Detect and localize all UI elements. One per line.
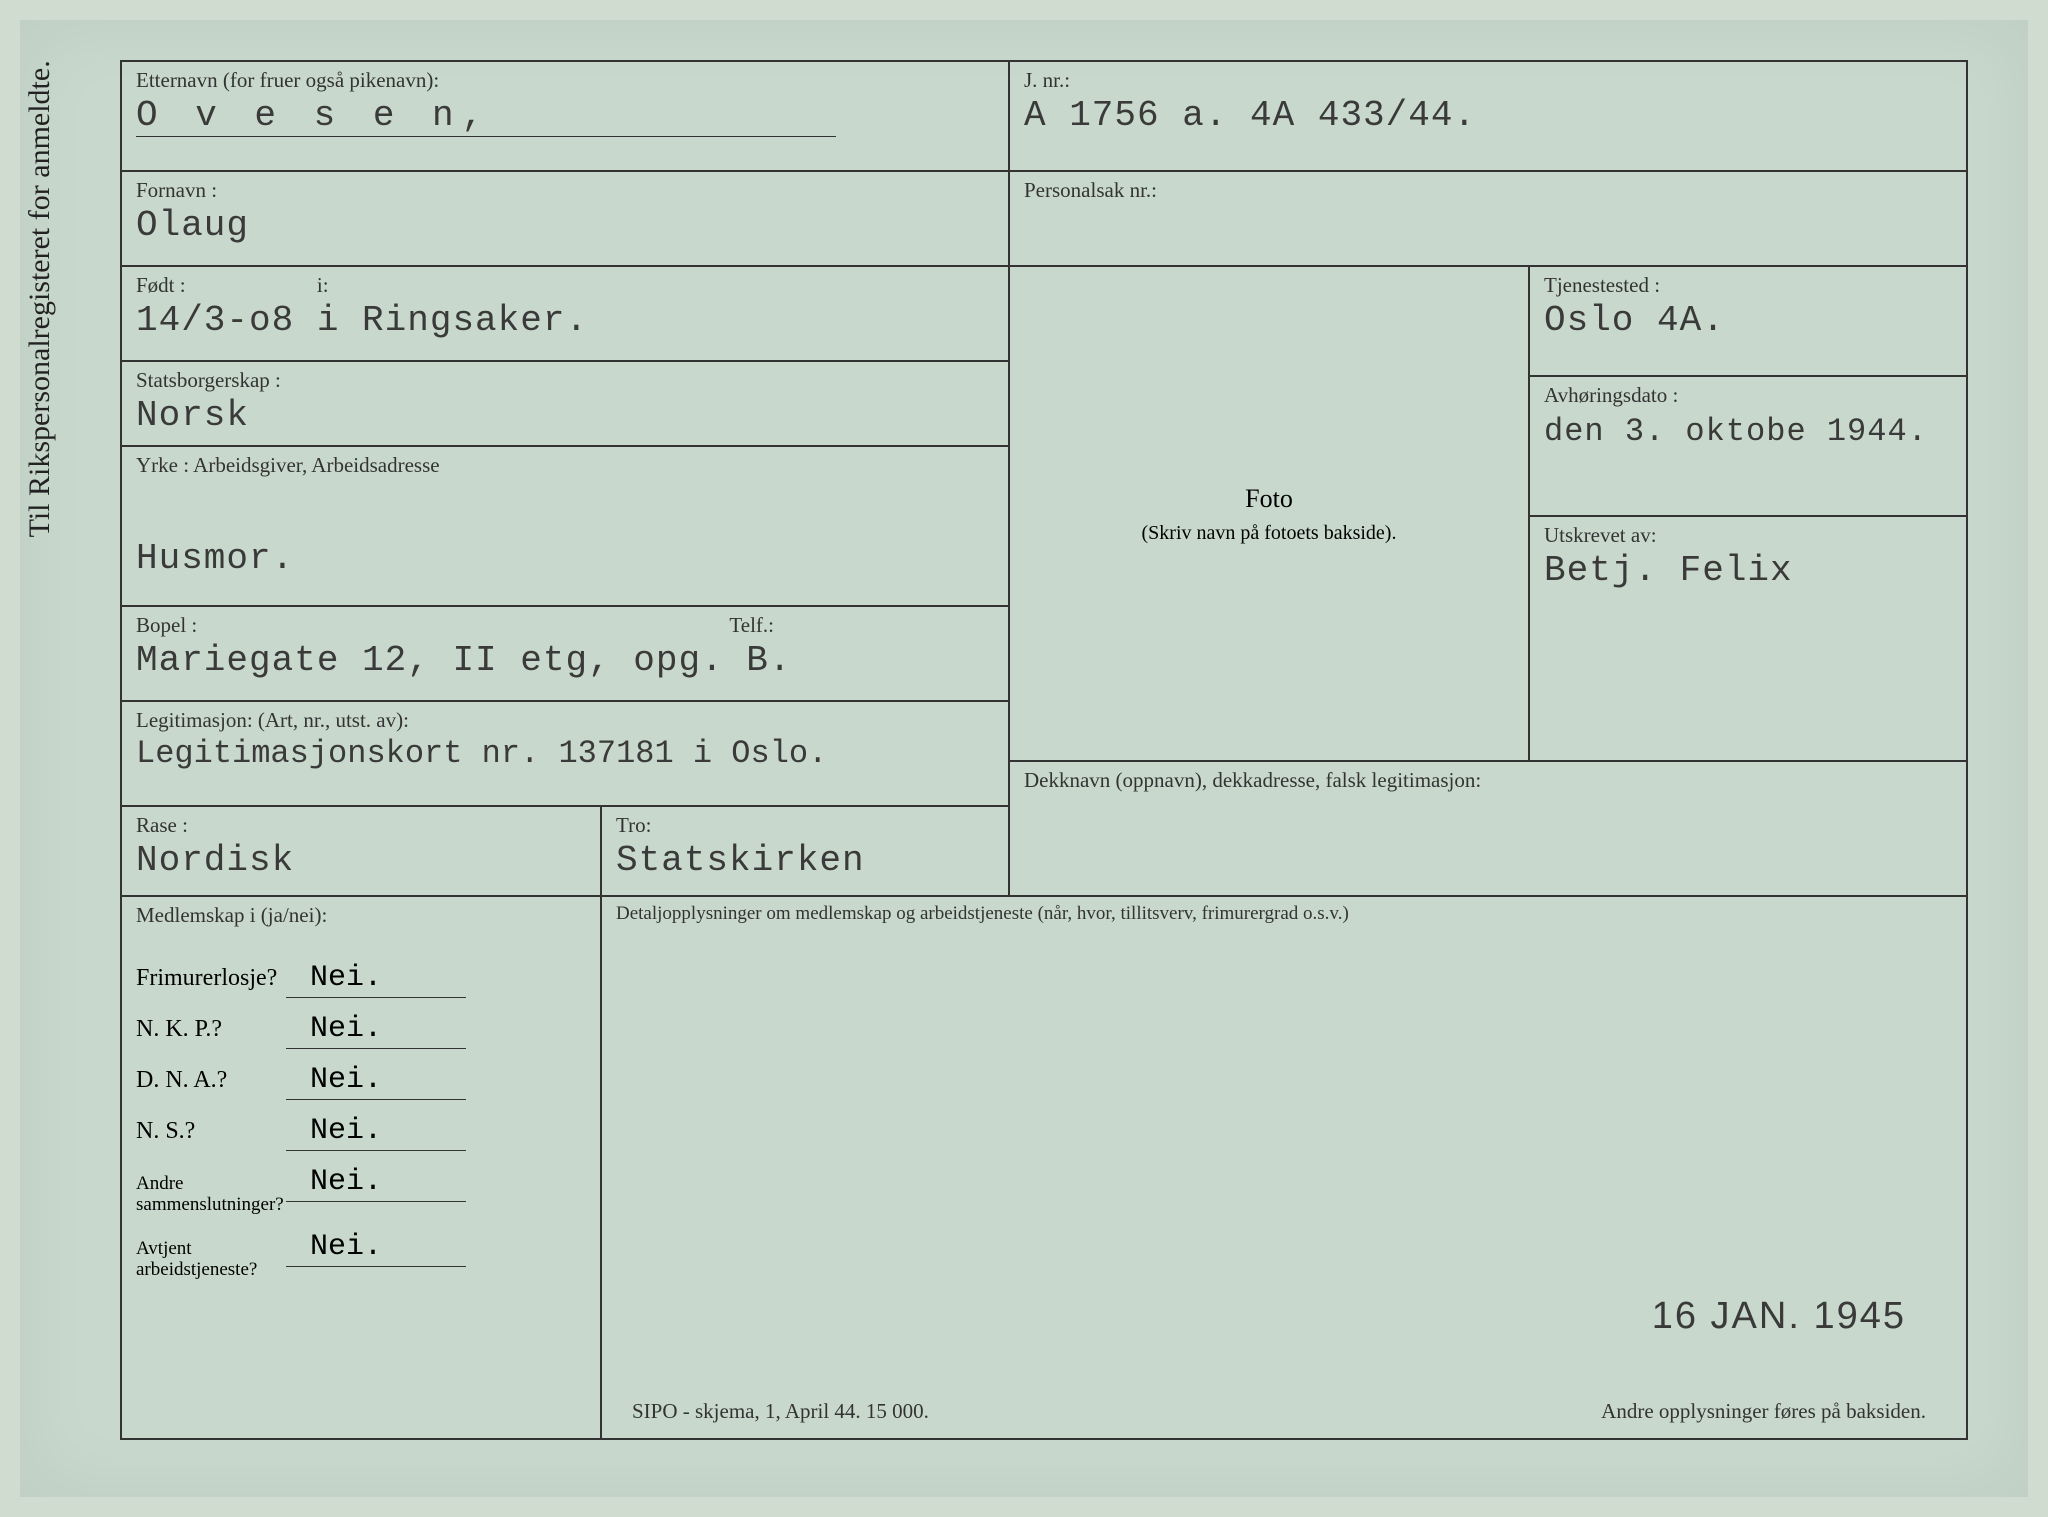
tro-label: Tro: xyxy=(616,813,994,838)
mem-ns-value: Nei. xyxy=(286,1114,466,1151)
rase-value: Nordisk xyxy=(136,840,294,881)
date-stamp: 16 JAN. 1945 xyxy=(1652,1295,1906,1338)
field-legitimasjon: Legitimasjon: (Art, nr., utst. av): Legi… xyxy=(122,702,1010,807)
etternavn-label: Etternavn (for fruer også pikenavn): xyxy=(136,68,994,93)
form-grid: Etternavn (for fruer også pikenavn): O v… xyxy=(120,60,1968,1440)
fodt-label: Født : i: xyxy=(136,273,994,298)
bopel-value: Mariegate 12, II etg, opg. B. xyxy=(136,640,792,681)
etternavn-value: O v e s e n, xyxy=(136,95,836,137)
yrke-value: Husmor. xyxy=(136,538,294,579)
tro-value: Statskirken xyxy=(616,840,865,881)
field-fornavn: Fornavn : Olaug xyxy=(122,172,1010,267)
field-jnr: J. nr.: A 1756 a. 4A 433/44. xyxy=(1010,62,1966,172)
dekknavn-label: Dekknavn (oppnavn), dekkadresse, falsk l… xyxy=(1024,768,1952,793)
personalsak-label: Personalsak nr.: xyxy=(1024,178,1952,203)
yrke-label: Yrke : Arbeidsgiver, Arbeidsadresse xyxy=(136,453,994,478)
utskrevet-value: Betj. Felix xyxy=(1544,550,1793,591)
statsborgerskap-value: Norsk xyxy=(136,395,249,436)
avhoringsdato-value: den 3. oktobe 1944. xyxy=(1544,413,1928,450)
utskrevet-label: Utskrevet av: xyxy=(1544,523,1952,548)
jnr-label: J. nr.: xyxy=(1024,68,1952,93)
mem-andre: Andre sammenslutninger? Nei. xyxy=(136,1165,586,1216)
field-yrke: Yrke : Arbeidsgiver, Arbeidsadresse Husm… xyxy=(122,447,1010,607)
field-tro: Tro: Statskirken xyxy=(602,807,1010,897)
fodt-value: 14/3-o8 i Ringsaker. xyxy=(136,300,588,341)
mem-andre-value: Nei. xyxy=(286,1165,466,1202)
field-bopel: Bopel :Telf.: Mariegate 12, II etg, opg.… xyxy=(122,607,1010,702)
field-rase: Rase : Nordisk xyxy=(122,807,602,897)
registration-card: Til Rikspersonalregisteret for anmeldte.… xyxy=(20,20,2028,1497)
field-fodt: Født : i: 14/3-o8 i Ringsaker. xyxy=(122,267,1010,362)
membership-block: Frimurerlosje? Nei. N. K. P.? Nei. D. N.… xyxy=(122,937,602,1438)
bopel-label: Bopel :Telf.: xyxy=(136,613,994,638)
field-avhoringsdato: Avhøringsdato : den 3. oktobe 1944. xyxy=(1530,377,1966,517)
detalj-label: Detaljopplysninger om medlemskap og arbe… xyxy=(616,903,1952,925)
fornavn-value: Olaug xyxy=(136,205,249,246)
statsborgerskap-label: Statsborgerskap : xyxy=(136,368,994,393)
mem-frimurer-value: Nei. xyxy=(286,961,466,998)
foto-label: Foto xyxy=(1245,484,1293,514)
legitimasjon-label: Legitimasjon: (Art, nr., utst. av): xyxy=(136,708,994,733)
footer-schema: SIPO - skjema, 1, April 44. 15 000. xyxy=(632,1399,929,1424)
mem-ns: N. S.? Nei. xyxy=(136,1114,586,1151)
mem-nkp: N. K. P.? Nei. xyxy=(136,1012,586,1049)
foto-box: Foto (Skriv navn på fotoets bakside). xyxy=(1010,267,1530,762)
field-tjenestested: Tjenestested : Oslo 4A. xyxy=(1530,267,1966,377)
mem-frimurer: Frimurerlosje? Nei. xyxy=(136,961,586,998)
fornavn-label: Fornavn : xyxy=(136,178,994,203)
footer-bakside: Andre opplysninger føres på baksiden. xyxy=(1601,1399,1926,1424)
field-personalsak: Personalsak nr.: xyxy=(1010,172,1966,267)
field-medlemskap-header: Medlemskap i (ja/nei): xyxy=(122,897,602,937)
rase-label: Rase : xyxy=(136,813,586,838)
field-statsborgerskap: Statsborgerskap : Norsk xyxy=(122,362,1010,447)
field-dekknavn: Dekknavn (oppnavn), dekkadresse, falsk l… xyxy=(1010,762,1966,897)
legitimasjon-value: Legitimasjonskort nr. 137181 i Oslo. xyxy=(136,735,827,772)
foto-sub: (Skriv navn på fotoets bakside). xyxy=(1142,522,1397,545)
medlemskap-label: Medlemskap i (ja/nei): xyxy=(136,903,586,928)
tjenestested-label: Tjenestested : xyxy=(1544,273,1952,298)
jnr-value: A 1756 a. 4A 433/44. xyxy=(1024,95,1476,136)
mem-dna: D. N. A.? Nei. xyxy=(136,1063,586,1100)
mem-avtjent-value: Nei. xyxy=(286,1230,466,1267)
vertical-title: Til Rikspersonalregisteret for anmeldte. xyxy=(23,60,57,537)
mem-avtjent: Avtjent arbeidstjeneste? Nei. xyxy=(136,1230,586,1281)
field-etternavn: Etternavn (for fruer også pikenavn): O v… xyxy=(122,62,1010,172)
field-utskrevet: Utskrevet av: Betj. Felix xyxy=(1530,517,1966,762)
tjenestested-value: Oslo 4A. xyxy=(1544,300,1725,341)
mem-dna-value: Nei. xyxy=(286,1063,466,1100)
mem-nkp-value: Nei. xyxy=(286,1012,466,1049)
avhoringsdato-label: Avhøringsdato : xyxy=(1544,383,1952,408)
field-detalj-header: Detaljopplysninger om medlemskap og arbe… xyxy=(602,897,1966,937)
